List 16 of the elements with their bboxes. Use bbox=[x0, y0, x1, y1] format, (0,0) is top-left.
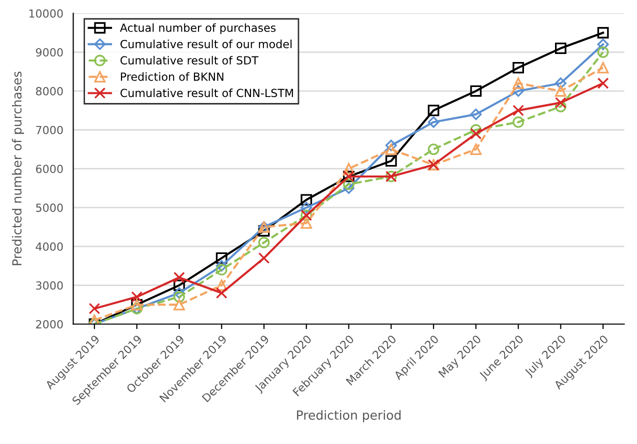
y-tick-label: 4000 bbox=[36, 242, 63, 251]
y-axis-title: Predicted number of purchases bbox=[12, 72, 24, 266]
y-tick-label: 7000 bbox=[36, 126, 63, 134]
legend-label: Actual number of purchases bbox=[120, 23, 276, 34]
x-axis-title: Prediction period bbox=[297, 410, 401, 422]
legend-label: Prediction of BKNN bbox=[120, 72, 224, 81]
y-tick-label: 3000 bbox=[36, 281, 63, 290]
legend-label: Cumulative result of SDT bbox=[120, 56, 258, 65]
y-tick-label: 5000 bbox=[36, 204, 63, 212]
y-tick-label: 8000 bbox=[36, 86, 63, 96]
legend-label: Cumulative result of CNN-LSTM bbox=[120, 88, 293, 98]
legend-label: Cumulative result of our model bbox=[120, 40, 292, 48]
y-tick-label: 10000 bbox=[29, 9, 63, 18]
y-tick-label: 9000 bbox=[36, 48, 63, 57]
y-tick-label: 2000 bbox=[36, 320, 63, 328]
y-tick-label: 6000 bbox=[36, 164, 63, 174]
